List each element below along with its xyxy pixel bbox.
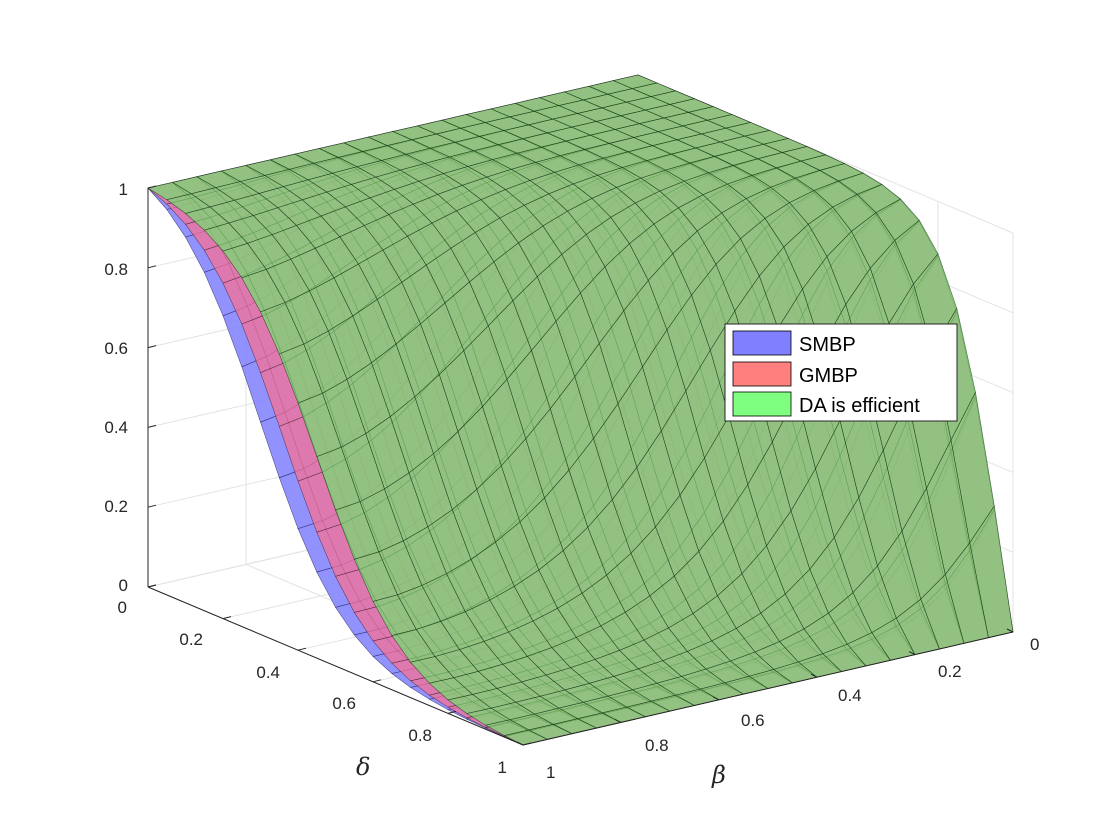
z-axis-ticks: 0 0.2 0.4 0.6 0.8 1 [104,180,128,595]
axes [147,185,1014,746]
z-tick-mark [147,265,157,269]
z-tick-mark [147,504,157,508]
beta-tick-label: 0.4 [838,686,862,705]
delta-tick-mark [447,710,457,714]
beta-tick-mark [810,673,818,678]
delta-tick-mark [522,742,532,746]
delta-tick-mark [147,584,157,588]
z-tick-label: 0.2 [104,497,128,516]
delta-tick-label: 0 [118,598,127,617]
delta-axis-line [147,586,524,746]
legend-label: DA is efficient [799,395,920,417]
delta-tick-label: 0.2 [179,630,203,649]
beta-axis-label: β [711,761,726,789]
z-tick-label: 0.8 [104,260,128,279]
delta-tick-label: 0.4 [256,663,280,682]
legend-label: GMBP [799,365,858,387]
delta-axis-label: δ [356,753,370,781]
delta-tick-label: 0.6 [332,694,356,713]
delta-tick-label: 1 [498,758,507,777]
surface-patch [612,74,658,89]
beta-tick-label: 0.6 [741,711,765,730]
z-tick-mark [147,185,157,189]
legend-label: SMBP [799,334,856,356]
z-tick-label: 0.4 [104,418,128,437]
z-tick-label: 0 [119,576,128,595]
beta-tick-mark [516,741,524,746]
delta-tick-mark [372,679,382,683]
legend-item-smbp: SMBP [732,330,856,356]
beta-tick-label: 0.8 [645,736,669,755]
z-tick-mark [147,345,157,349]
beta-axis-ticks: 0 0.2 0.4 0.6 0.8 1 [546,635,1039,782]
beta-tick-mark [908,651,916,656]
legend-item-da-efficient: DA is efficient [732,391,920,417]
delta-axis-ticks: 0 0.2 0.4 0.6 0.8 1 [118,598,507,777]
beta-tick-mark [712,696,720,701]
z-tick-label: 1 [119,180,128,199]
delta-tick-mark [222,616,232,620]
legend-swatch [732,330,792,356]
delta-tick-mark [297,647,307,651]
beta-tick-mark [1006,628,1014,633]
legend-swatch [732,391,792,417]
beta-tick-label: 1 [546,763,555,782]
legend-item-gmbp: GMBP [732,361,858,387]
beta-tick-label: 0 [1030,635,1039,654]
legend: SMBP GMBP DA is efficient [724,323,958,422]
beta-tick-label: 0.2 [938,662,962,681]
legend-swatch [732,361,792,387]
beta-tick-mark [614,718,622,723]
z-tick-mark [147,424,157,428]
delta-tick-label: 0.8 [408,726,432,745]
z-tick-label: 0.6 [104,339,128,358]
beta-axis-line [522,631,1014,746]
